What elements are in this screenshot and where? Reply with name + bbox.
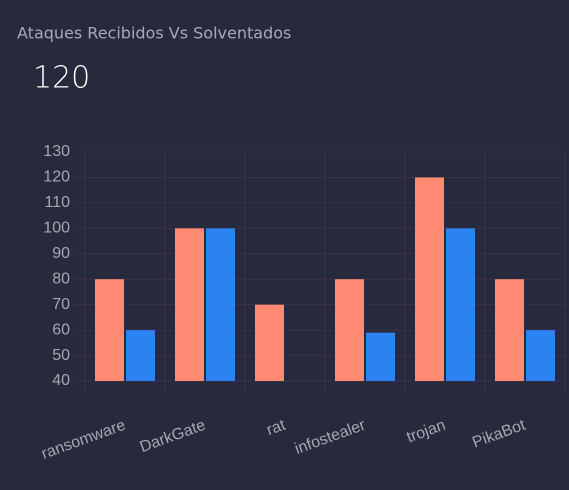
- y-tick-label: 120: [43, 169, 70, 186]
- y-tick-label: 80: [52, 270, 70, 287]
- bar: [175, 228, 204, 381]
- bar: [95, 279, 124, 381]
- bar: [495, 279, 524, 381]
- bar: [255, 304, 284, 381]
- y-tick-label: 60: [52, 321, 70, 338]
- y-tick-label: 130: [43, 143, 70, 160]
- bar: [526, 330, 555, 381]
- y-tick-label: 110: [44, 194, 70, 211]
- bar: [335, 279, 364, 381]
- y-tick-label: 40: [52, 372, 70, 389]
- headline-value: 120: [33, 61, 90, 96]
- chart-title: Ataques Recibidos Vs Solventados: [17, 24, 291, 43]
- bar: [206, 228, 235, 381]
- y-tick-label: 70: [52, 296, 70, 313]
- bar: [366, 332, 395, 381]
- y-tick-label: 100: [43, 220, 70, 237]
- bar: [126, 330, 155, 381]
- bar: [446, 228, 475, 381]
- y-tick-label: 50: [52, 347, 70, 364]
- x-tick-label: rat: [264, 417, 288, 440]
- bar: [415, 177, 444, 381]
- y-tick-label: 90: [52, 245, 70, 262]
